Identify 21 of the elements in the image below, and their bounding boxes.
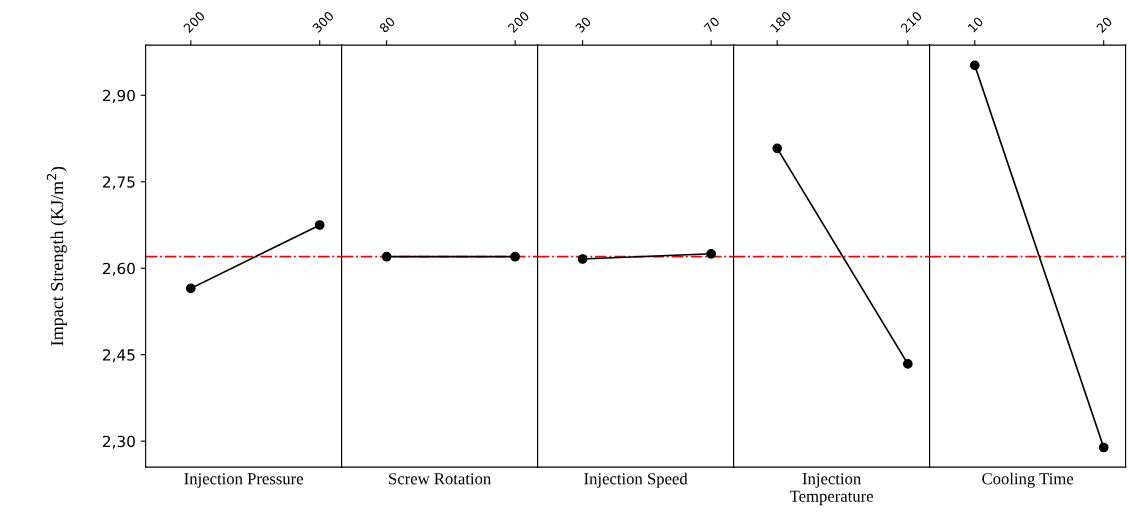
x-tick-label: 10 [967,16,984,33]
x-tick-label: 70 [703,16,721,33]
x-tick-label: 180 [769,10,792,33]
x-axis-title: Injection Temperature [789,473,874,506]
y-tick-label: 2,30 [103,435,135,449]
x-axis-title: Screw Rotation [389,473,491,485]
x-axis-title: Cooling Time [982,472,1074,488]
x-tick-label: 200 [183,10,206,34]
x-tick-label: 300 [311,10,335,34]
y-tick-label: 2,60 [103,262,135,276]
x-tick-label: 30 [574,16,592,34]
x-tick-label: 200 [507,10,530,34]
y-tick-label: 2,90 [103,89,135,103]
x-axis-title: Injection Speed [584,472,688,488]
y-tick-label: 2,45 [103,349,135,363]
x-tick-label: 210 [900,10,923,34]
x-axis-title: Injection Pressure [184,473,303,488]
x-tick-label: 80 [378,16,396,34]
y-axis-title: Impact Strength (KJ/m$^{2}$) [46,166,67,346]
y-tick-label: 2,75 [103,176,135,190]
x-tick-label: 20 [1095,16,1113,34]
